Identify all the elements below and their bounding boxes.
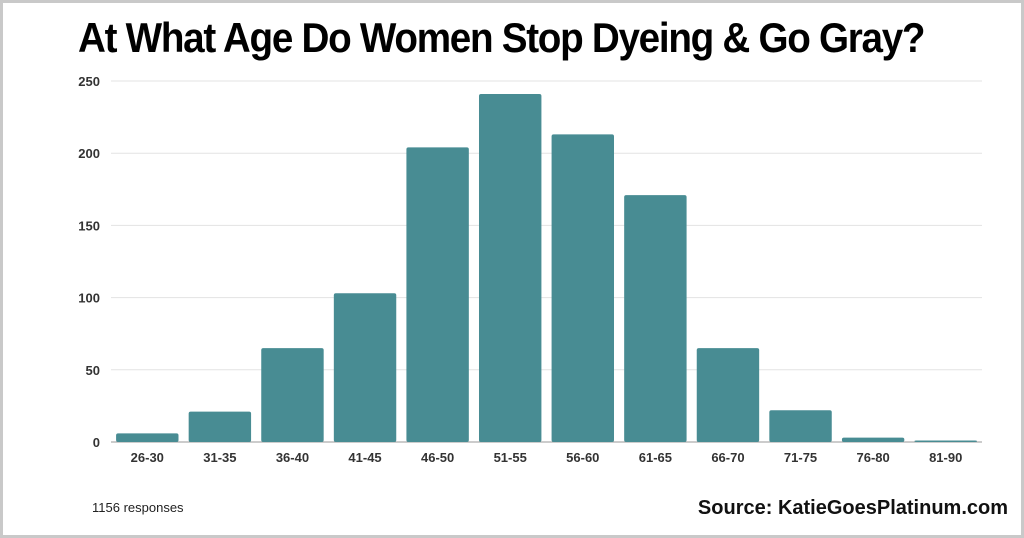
y-tick-label: 100	[78, 291, 100, 306]
y-tick-label: 50	[86, 363, 100, 378]
responses-count: 1156 responses	[92, 500, 184, 515]
bar-81-90	[914, 440, 977, 442]
x-tick-label: 51-55	[494, 450, 527, 465]
x-tick-label: 41-45	[348, 450, 381, 465]
bar-51-55	[478, 93, 542, 442]
x-tick-label: 56-60	[566, 450, 599, 465]
gridlines	[111, 80, 982, 443]
y-tick-label: 0	[93, 435, 100, 450]
y-tick-label: 200	[78, 146, 100, 161]
bar-66-70	[696, 348, 760, 442]
bar-56-60	[551, 134, 615, 443]
x-tick-label: 61-65	[639, 450, 672, 465]
bar-46-50	[406, 147, 469, 442]
bar-41-45	[333, 293, 397, 442]
source-credit: Source: KatieGoesPlatinum.com	[697, 497, 1008, 519]
bar-31-35	[188, 411, 252, 442]
x-tick-label: 81-90	[929, 450, 962, 465]
x-tick-label: 26-30	[131, 450, 164, 465]
x-tick-label: 46-50	[421, 450, 454, 465]
x-tick-label: 76-80	[857, 450, 890, 465]
bar-76-80	[841, 437, 905, 442]
bars	[116, 93, 977, 443]
bar-36-40	[261, 348, 324, 442]
x-tick-label: 36-40	[276, 450, 309, 465]
x-tick-label: 71-75	[784, 450, 817, 465]
bar-26-30	[116, 433, 179, 442]
x-tick-label: 31-35	[203, 450, 236, 465]
y-tick-label: 150	[78, 218, 100, 233]
x-axis-ticks: 26-30 31-35 36-40 41-45 46-50 51-55 56-60 61-65…	[131, 450, 963, 465]
chart-title: At What Age Do Women Stop Dyeing & Go Gr…	[78, 14, 926, 61]
bar-61-65	[624, 195, 687, 442]
y-axis-ticks: 0 50 100 150 200 250	[78, 74, 100, 450]
x-tick-label: 66-70	[711, 450, 744, 465]
y-tick-label: 250	[78, 74, 100, 89]
bar-71-75	[769, 410, 832, 442]
